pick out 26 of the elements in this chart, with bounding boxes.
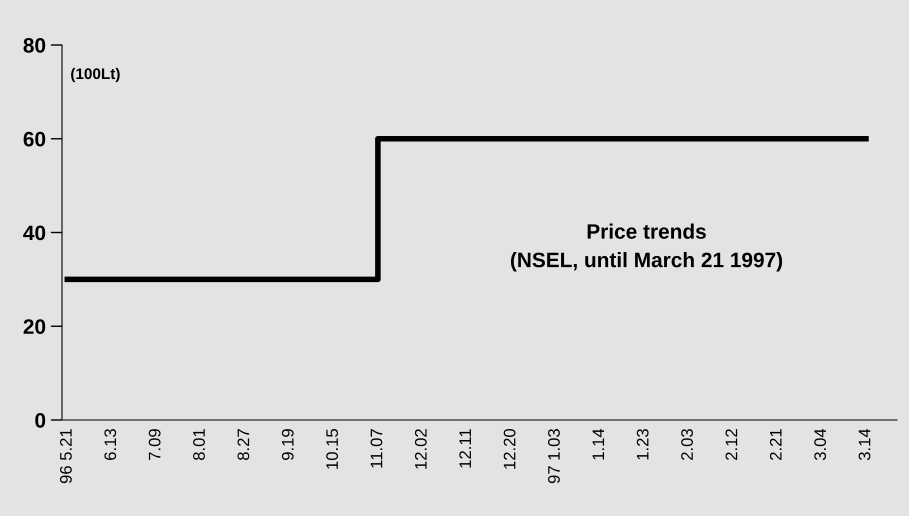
x-tick-label: 3.04	[814, 428, 826, 460]
y-tick-label: 60	[24, 132, 46, 147]
x-tick-label: 1.23	[636, 429, 649, 460]
x-tick-label: 2.03	[681, 429, 693, 460]
x-tick-label: 12.11	[459, 429, 471, 468]
y-tick-label: 20	[24, 319, 46, 334]
x-tick-label: 7.09	[148, 429, 161, 460]
x-tick-label: 2.21	[770, 429, 782, 460]
y-tick-label: 80	[24, 38, 46, 53]
y-tick-label: 40	[23, 226, 46, 240]
x-tick-label: 2.12	[726, 429, 738, 460]
x-tick-label: 3.14	[858, 428, 870, 460]
x-tick-label: 8.01	[193, 429, 205, 460]
x-tick-label: 9.19	[282, 429, 294, 460]
x-tick-label: 8.27	[237, 429, 250, 460]
x-tick-label: 12.20	[504, 428, 516, 469]
x-tick-label: 11.07	[370, 429, 382, 468]
y-tick-label: 0	[35, 413, 46, 428]
x-tick-label: 97 1.03	[548, 429, 560, 484]
x-tick-label: 6.13	[104, 429, 116, 460]
annotation: Price trends (NSEL, until March 21 1997)	[510, 224, 782, 272]
x-tick-label: 12.02	[414, 429, 427, 469]
annotation: (100Lt)	[71, 68, 120, 82]
x-tick-label: 10.15	[326, 429, 338, 469]
x-tick-label: 96 5.21	[60, 429, 72, 484]
x-tick-label: 1.14	[592, 428, 604, 460]
